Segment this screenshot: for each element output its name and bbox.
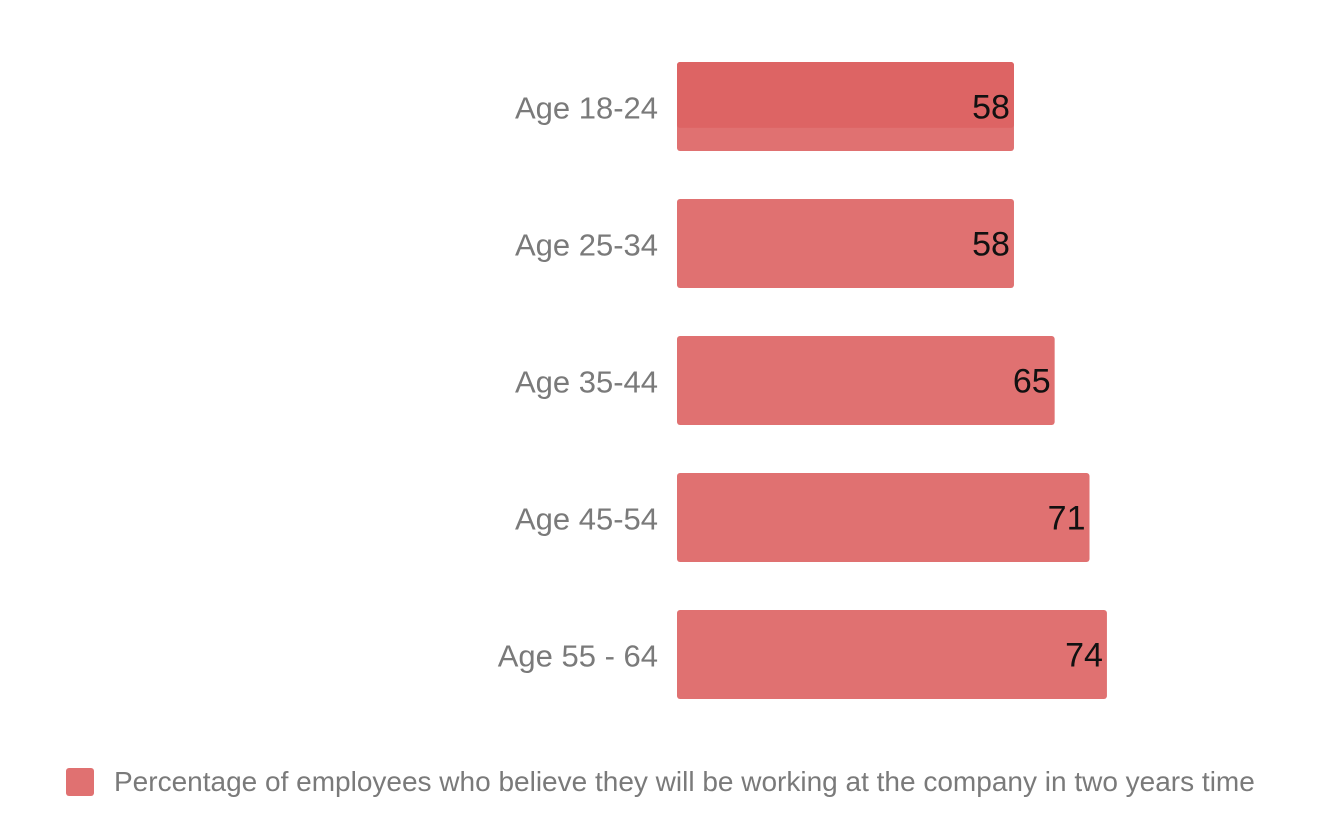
category-label: Age 25-34 (515, 228, 658, 263)
bar-3 (677, 336, 1055, 425)
legend-swatch (66, 768, 94, 796)
data-label: 65 (1013, 363, 1051, 401)
legend: Percentage of employees who believe they… (66, 764, 1255, 800)
data-label: 58 (972, 226, 1010, 264)
bar-1-highlight (677, 62, 1014, 128)
legend-label: Percentage of employees who believe they… (114, 766, 1255, 797)
data-label: 58 (972, 89, 1010, 127)
bar-4 (677, 473, 1090, 562)
category-label: Age 18-24 (515, 91, 658, 126)
data-label: 71 (1048, 500, 1086, 538)
data-label: 74 (1065, 637, 1103, 675)
category-label: Age 45-54 (515, 502, 658, 537)
category-label: Age 35-44 (515, 365, 658, 400)
category-label: Age 55 - 64 (498, 639, 658, 674)
bar-5 (677, 610, 1107, 699)
bar-2 (677, 199, 1014, 288)
